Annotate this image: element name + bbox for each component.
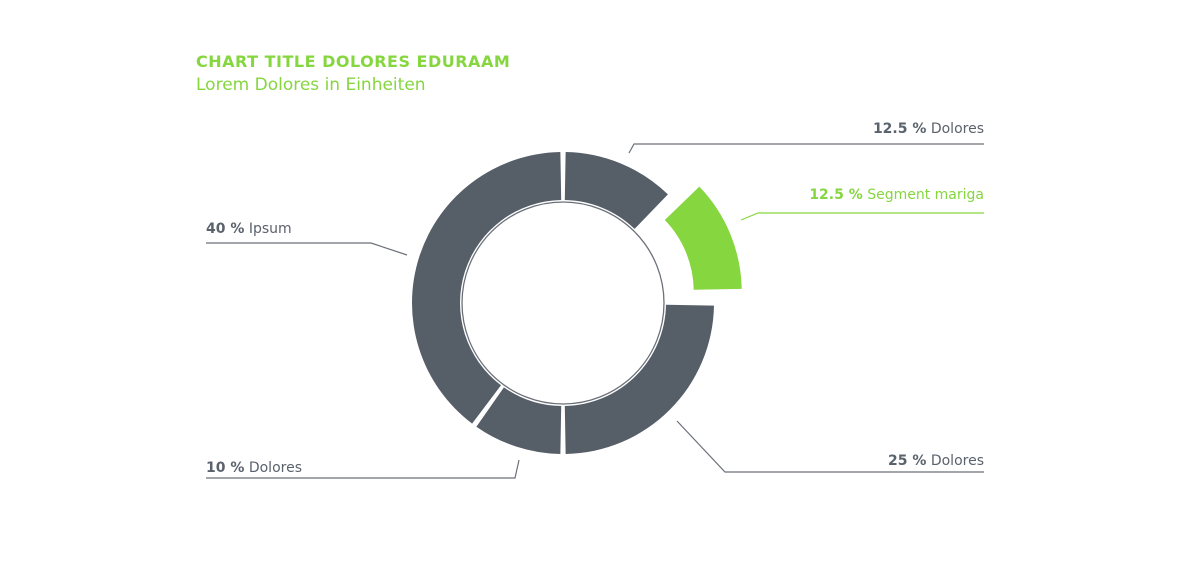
slice-name: Segment mariga xyxy=(863,187,984,203)
donut-slice-3 xyxy=(564,304,714,454)
leader-line-1 xyxy=(628,143,984,154)
slice-label-5: 40 % Ipsum xyxy=(206,221,292,237)
leader-lines xyxy=(206,143,984,479)
donut-slice-5 xyxy=(412,152,562,424)
slice-name: Ipsum xyxy=(244,221,291,237)
slice-label-1: 12.5 % Dolores xyxy=(873,121,984,137)
chart-subtitle: Lorem Dolores in Einheiten xyxy=(196,75,426,95)
slice-name: Dolores xyxy=(926,453,984,469)
donut-inner-ring xyxy=(461,201,665,405)
slice-label-2: 12.5 % Segment mariga xyxy=(809,187,984,203)
slice-label-4: 10 % Dolores xyxy=(206,460,302,476)
leader-line-5 xyxy=(206,242,408,256)
slice-percent: 25 % xyxy=(888,453,926,469)
chart-title: CHART TITLE DOLORES EDURAAM xyxy=(196,52,511,71)
donut-slice-2 xyxy=(664,186,742,290)
leader-line-4 xyxy=(206,459,520,479)
donut-slice-4 xyxy=(476,387,562,454)
slice-name: Dolores xyxy=(926,121,984,137)
slice-percent: 10 % xyxy=(206,460,244,476)
slice-name: Dolores xyxy=(244,460,302,476)
donut-slice-1 xyxy=(564,152,668,229)
slice-percent: 40 % xyxy=(206,221,244,237)
donut-slices xyxy=(412,152,742,454)
leader-line-2 xyxy=(740,212,984,221)
leader-line-3 xyxy=(676,420,984,473)
slice-percent: 12.5 % xyxy=(873,121,926,137)
slice-label-3: 25 % Dolores xyxy=(888,453,984,469)
slice-percent: 12.5 % xyxy=(809,187,862,203)
